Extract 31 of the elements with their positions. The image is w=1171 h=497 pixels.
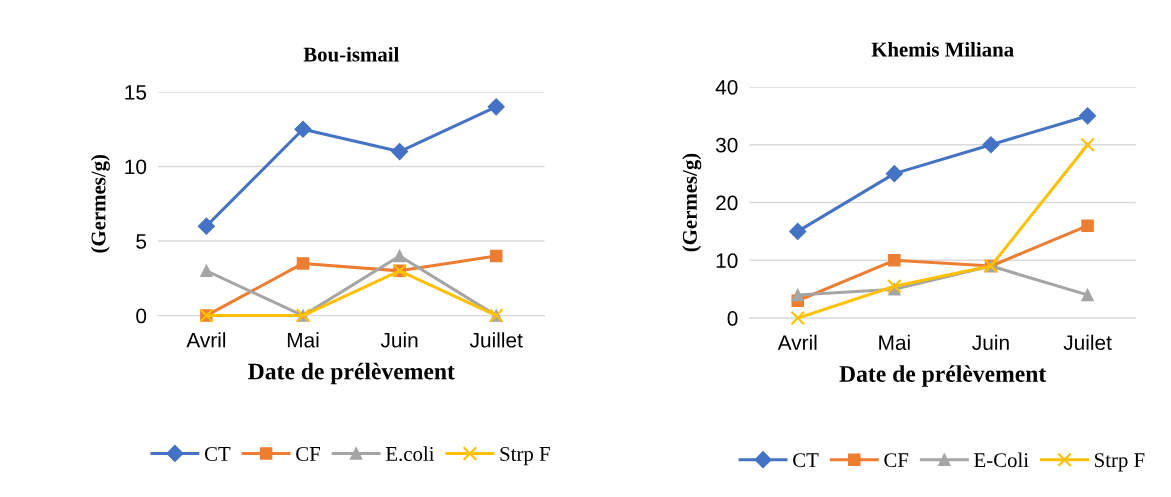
x-tick-label: Mai	[879, 334, 910, 351]
x-tick-label: Avril	[186, 332, 226, 348]
y-tick-label: 0	[136, 308, 147, 324]
x-tick-label: Juilet	[1063, 334, 1112, 351]
x-axis-title: Date de prélèvement	[839, 365, 1047, 387]
legend-label: CT	[204, 446, 231, 461]
legend-label: E.coli	[385, 446, 435, 462]
x-tick-label: Juin	[380, 332, 418, 348]
chart-title: Bou-ismail	[303, 46, 399, 62]
y-tick-label: 40	[715, 79, 738, 95]
legend-label: Strp F	[500, 446, 550, 466]
y-tick-label: 5	[136, 234, 147, 249]
y-axis-title: (Germes/g)	[682, 153, 702, 252]
legend-label: CT	[793, 453, 819, 468]
legend-label: Strp F	[1095, 453, 1145, 472]
x-axis-title: Date de prélèvement	[248, 362, 455, 385]
y-tick-label: 30	[715, 137, 738, 153]
x-tick-label: Juillet	[469, 332, 523, 348]
x-tick-label: Juin	[972, 334, 1009, 351]
legend-label: E-Coli	[974, 452, 1029, 468]
legend-label: CF	[296, 446, 320, 461]
y-tick-label: 10	[125, 159, 147, 175]
y-axis-title: (Germes/g)	[90, 154, 110, 253]
x-tick-label: Mai	[287, 332, 319, 348]
y-tick-label: 10	[716, 253, 738, 269]
y-tick-label: 0	[727, 311, 738, 326]
x-tick-label: Avril	[777, 334, 817, 350]
y-tick-label: 20	[716, 195, 738, 211]
y-tick-label: 15	[125, 85, 147, 100]
chart-title: Khemis Miliana	[871, 41, 1014, 57]
legend-label: CF	[884, 453, 909, 468]
